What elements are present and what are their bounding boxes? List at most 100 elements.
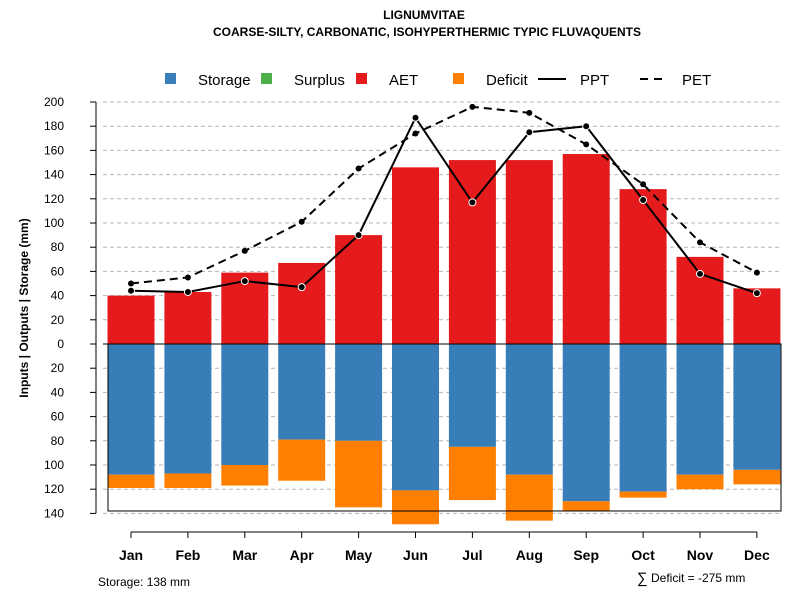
y-tick-lower-100: 100 bbox=[44, 458, 64, 472]
x-tick-nov: Nov bbox=[687, 547, 714, 563]
bar-storage-dec bbox=[733, 344, 781, 470]
point-pet-nov bbox=[697, 239, 703, 246]
legend-item-surplus: Surplus bbox=[261, 72, 345, 89]
legend-item-storage: Storage bbox=[165, 72, 251, 89]
x-tick-jun: Jun bbox=[403, 547, 428, 563]
deficit-footnote: Deficit = -275 mm bbox=[651, 571, 745, 585]
bar-deficit-feb bbox=[164, 473, 212, 488]
legend-swatch-deficit bbox=[453, 73, 464, 84]
legend-item-ppt: PPT bbox=[538, 72, 609, 89]
point-pet-jun bbox=[412, 130, 419, 137]
y-tick-upper-0: 0 bbox=[57, 337, 64, 351]
point-ppt-aug bbox=[525, 128, 534, 137]
y-tick-lower-20: 20 bbox=[51, 361, 65, 375]
bar-storage-aug bbox=[505, 344, 553, 475]
point-ppt-jan bbox=[127, 286, 135, 295]
y-tick-upper-200: 200 bbox=[44, 95, 64, 109]
y-tick-upper-80: 80 bbox=[51, 240, 65, 254]
legend-item-deficit: Deficit bbox=[453, 72, 529, 89]
y-tick-upper-40: 40 bbox=[51, 289, 65, 303]
bar-storage-nov bbox=[676, 344, 724, 475]
y-tick-lower-120: 120 bbox=[44, 482, 64, 496]
y-tick-upper-140: 140 bbox=[44, 168, 64, 182]
x-tick-mar: Mar bbox=[232, 547, 257, 563]
bar-deficit-apr bbox=[278, 439, 326, 481]
legend-label-pet: PET bbox=[682, 72, 711, 89]
bar-storage-feb bbox=[164, 344, 212, 474]
bar-storage-may bbox=[335, 344, 383, 441]
x-tick-may: May bbox=[345, 547, 372, 563]
point-pet-sep bbox=[583, 141, 590, 148]
point-pet-may bbox=[355, 165, 362, 172]
line-ppt bbox=[130, 115, 758, 295]
x-tick-jan: Jan bbox=[119, 547, 143, 563]
legend-swatch-aet bbox=[356, 73, 367, 84]
x-tick-jul: Jul bbox=[462, 547, 482, 563]
sigma-symbol: ∑ bbox=[637, 570, 648, 587]
bar-aet-sep bbox=[562, 154, 610, 344]
x-tick-sep: Sep bbox=[573, 547, 599, 563]
y-tick-lower-60: 60 bbox=[51, 410, 65, 424]
legend-label-storage: Storage bbox=[198, 72, 251, 89]
legend: Storage Surplus AET Deficit PPT PET bbox=[165, 72, 711, 89]
bar-deficit-mar bbox=[221, 465, 269, 486]
bars-group bbox=[107, 154, 781, 525]
bar-storage-mar bbox=[221, 344, 269, 465]
x-tick-dec: Dec bbox=[744, 547, 770, 563]
point-ppt-feb bbox=[183, 287, 192, 296]
bar-aet-aug bbox=[505, 160, 553, 344]
bar-deficit-nov bbox=[676, 474, 724, 490]
point-ppt-nov bbox=[696, 269, 704, 278]
bar-storage-jan bbox=[107, 344, 155, 475]
point-ppt-jul bbox=[468, 198, 477, 207]
y-tick-upper-120: 120 bbox=[44, 192, 64, 206]
point-ppt-sep bbox=[582, 122, 591, 131]
bar-aet-dec bbox=[733, 288, 781, 344]
legend-item-pet: PET bbox=[640, 72, 711, 89]
point-pet-dec bbox=[753, 269, 760, 276]
chart-title: LIGNUMVITAE bbox=[383, 8, 465, 22]
storage-footnote: Storage: 138 mm bbox=[98, 575, 190, 589]
point-ppt-jun bbox=[411, 113, 420, 122]
grid-lines bbox=[103, 101, 781, 514]
point-pet-apr bbox=[298, 218, 305, 225]
point-pet-mar bbox=[241, 247, 248, 254]
point-pet-oct bbox=[640, 181, 647, 188]
bar-storage-oct bbox=[619, 344, 667, 492]
y-tick-lower-140: 140 bbox=[44, 506, 64, 520]
legend-swatch-storage bbox=[165, 73, 176, 84]
y-tick-upper-100: 100 bbox=[44, 216, 64, 230]
y-axis-label: Inputs | Outputs | Storage (mm) bbox=[17, 218, 31, 397]
y-tick-lower-40: 40 bbox=[51, 385, 65, 399]
bar-deficit-dec bbox=[733, 469, 781, 485]
bar-aet-jan bbox=[107, 295, 155, 344]
bar-deficit-jan bbox=[107, 474, 155, 488]
bar-aet-feb bbox=[164, 291, 212, 344]
bar-deficit-oct bbox=[619, 491, 667, 498]
bar-storage-apr bbox=[278, 344, 326, 440]
chart-subtitle: COARSE-SILTY, CARBONATIC, ISOHYPERTHERMI… bbox=[213, 25, 641, 39]
x-tick-feb: Feb bbox=[175, 547, 200, 563]
bar-deficit-sep bbox=[562, 501, 610, 511]
legend-item-aet: AET bbox=[356, 72, 418, 89]
x-tick-apr: Apr bbox=[290, 547, 315, 563]
x-tick-oct: Oct bbox=[631, 547, 655, 563]
bar-aet-jun bbox=[392, 167, 439, 344]
y-tick-lower-80: 80 bbox=[51, 434, 65, 448]
y-tick-upper-160: 160 bbox=[44, 143, 64, 157]
bar-deficit-may bbox=[335, 440, 383, 508]
line-pet bbox=[130, 105, 758, 285]
point-ppt-dec bbox=[752, 289, 761, 298]
bar-aet-apr bbox=[278, 262, 326, 344]
bar-deficit-jun bbox=[392, 490, 439, 525]
bar-storage-jun bbox=[392, 344, 439, 491]
lines-group bbox=[127, 103, 761, 298]
legend-label-ppt: PPT bbox=[580, 72, 609, 89]
point-ppt-mar bbox=[240, 277, 249, 286]
x-tick-aug: Aug bbox=[516, 547, 543, 563]
y-tick-upper-180: 180 bbox=[44, 119, 64, 133]
legend-swatch-surplus bbox=[261, 73, 272, 84]
point-ppt-may bbox=[354, 231, 363, 240]
bar-aet-may bbox=[335, 235, 383, 344]
